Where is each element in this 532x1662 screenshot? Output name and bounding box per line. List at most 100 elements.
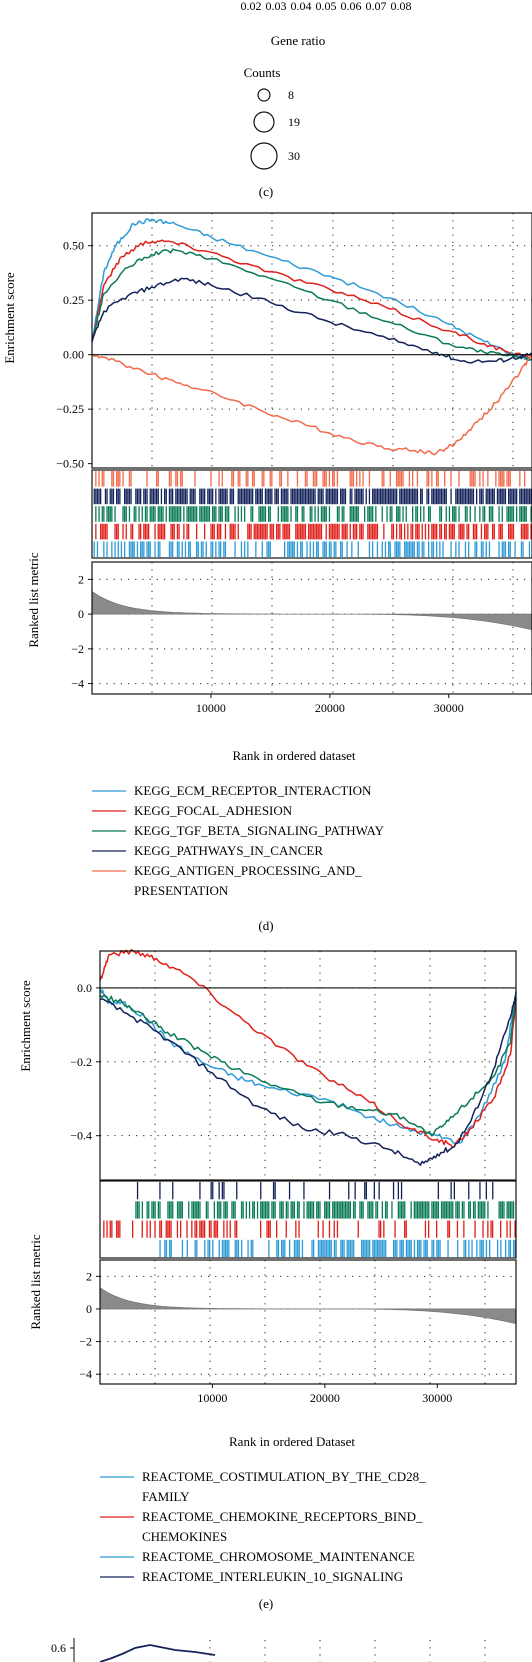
legend-label: PRESENTATION xyxy=(134,883,229,898)
es-tick-label: 0.0 xyxy=(77,981,92,995)
hit-bar xyxy=(114,523,116,540)
panel-d-ranked-metric xyxy=(91,590,532,631)
hit-bar xyxy=(394,541,396,557)
es-line xyxy=(91,239,532,360)
hit-bar xyxy=(184,541,187,557)
hit-bar xyxy=(229,523,231,540)
hit-bar xyxy=(247,1239,249,1258)
hit-bar xyxy=(210,471,212,487)
hit-bar xyxy=(146,1201,148,1219)
hit-bar xyxy=(209,1239,211,1258)
hit-bar xyxy=(296,541,299,557)
hit-bar xyxy=(344,1201,347,1219)
hit-bar xyxy=(522,506,524,522)
panel-d-es-ticks: 0.50 0.25 0.00 −0.25 −0.50 xyxy=(56,239,92,471)
hit-bar xyxy=(364,1239,366,1258)
hit-bar xyxy=(194,1239,196,1258)
hit-bar xyxy=(328,471,331,487)
hit-bar xyxy=(344,523,347,540)
hit-bar xyxy=(271,523,273,540)
hit-bar xyxy=(218,1239,220,1258)
hit-bar xyxy=(450,471,452,487)
hit-bar xyxy=(226,1220,228,1238)
hit-bar xyxy=(295,1239,297,1258)
hit-bar xyxy=(311,506,313,522)
hit-bar xyxy=(111,488,113,505)
hit-bar xyxy=(260,488,262,505)
hit-bar xyxy=(428,1201,430,1219)
hit-bar xyxy=(516,488,518,505)
hit-bar xyxy=(224,1201,227,1219)
hit-bar xyxy=(266,488,268,505)
hit-bar xyxy=(274,1201,276,1219)
hit-bar xyxy=(218,506,220,522)
hit-bar xyxy=(196,523,198,540)
hit-bar xyxy=(525,488,527,505)
hit-bar xyxy=(399,488,401,505)
hit-bar xyxy=(266,1201,268,1219)
hit-bar xyxy=(149,488,151,505)
hit-bar xyxy=(133,506,135,522)
hit-bar xyxy=(312,541,315,557)
hit-bar xyxy=(316,541,318,557)
hit-bar xyxy=(111,471,113,487)
hit-bar xyxy=(183,488,185,505)
hit-bar xyxy=(215,541,217,557)
hit-bar xyxy=(181,541,183,557)
hit-bar xyxy=(528,488,531,505)
hit-bar xyxy=(455,541,457,557)
hit-bar xyxy=(244,506,246,522)
hit-bar xyxy=(349,1201,351,1219)
hit-bar xyxy=(404,523,406,540)
hit-bar xyxy=(157,523,159,540)
hit-bar xyxy=(194,1220,196,1238)
legend-label: REACTOME_COSTIMULATION_BY_THE_CD28_ xyxy=(142,1469,426,1484)
hit-bar xyxy=(282,1201,284,1219)
hit-bar xyxy=(199,506,201,522)
hit-bar xyxy=(328,506,331,522)
hit-bar xyxy=(159,541,161,557)
hit-bar xyxy=(223,1182,225,1200)
hit-bar xyxy=(325,541,327,557)
hit-bar xyxy=(456,1201,459,1219)
hit-bar xyxy=(479,1201,481,1219)
hit-bar xyxy=(218,471,220,487)
hit-bar xyxy=(386,1201,388,1219)
hit-bar xyxy=(364,506,366,522)
hit-bar xyxy=(303,1201,305,1219)
hit-bar xyxy=(509,488,511,505)
hit-bar xyxy=(149,506,151,522)
hit-bar xyxy=(212,1182,214,1200)
hit-bar xyxy=(508,471,510,487)
hit-bar xyxy=(311,1239,313,1258)
hit-bar xyxy=(287,488,289,505)
hit-bar xyxy=(530,523,532,540)
hit-bar xyxy=(309,541,311,557)
hit-bar xyxy=(140,541,142,557)
hit-bar xyxy=(461,1201,463,1219)
hit-bar xyxy=(319,1201,321,1219)
hit-bar xyxy=(418,541,420,557)
hit-bar xyxy=(298,488,300,505)
hit-bar xyxy=(450,1201,452,1219)
hit-bar xyxy=(143,523,145,540)
hit-bar xyxy=(413,1201,415,1219)
hit-bar xyxy=(372,1201,374,1219)
hit-bar xyxy=(268,541,270,557)
hit-bar xyxy=(332,523,334,540)
hit-bar xyxy=(368,506,371,522)
hit-bar xyxy=(148,541,150,557)
ranked-metric-area xyxy=(91,590,532,631)
hit-bar xyxy=(306,541,308,557)
hit-bar xyxy=(320,488,323,505)
hit-bar xyxy=(437,1239,440,1258)
hit-bar xyxy=(220,1201,222,1219)
hit-bar xyxy=(212,506,214,522)
hit-bar xyxy=(452,1201,454,1219)
hit-bar xyxy=(442,541,444,557)
panel-e-metric-ticks: 2 0 −2 −4 xyxy=(79,1269,100,1381)
hit-bar xyxy=(440,488,443,505)
hit-bar xyxy=(317,1201,319,1219)
hit-bar xyxy=(417,1239,419,1258)
hit-bar xyxy=(349,523,351,540)
